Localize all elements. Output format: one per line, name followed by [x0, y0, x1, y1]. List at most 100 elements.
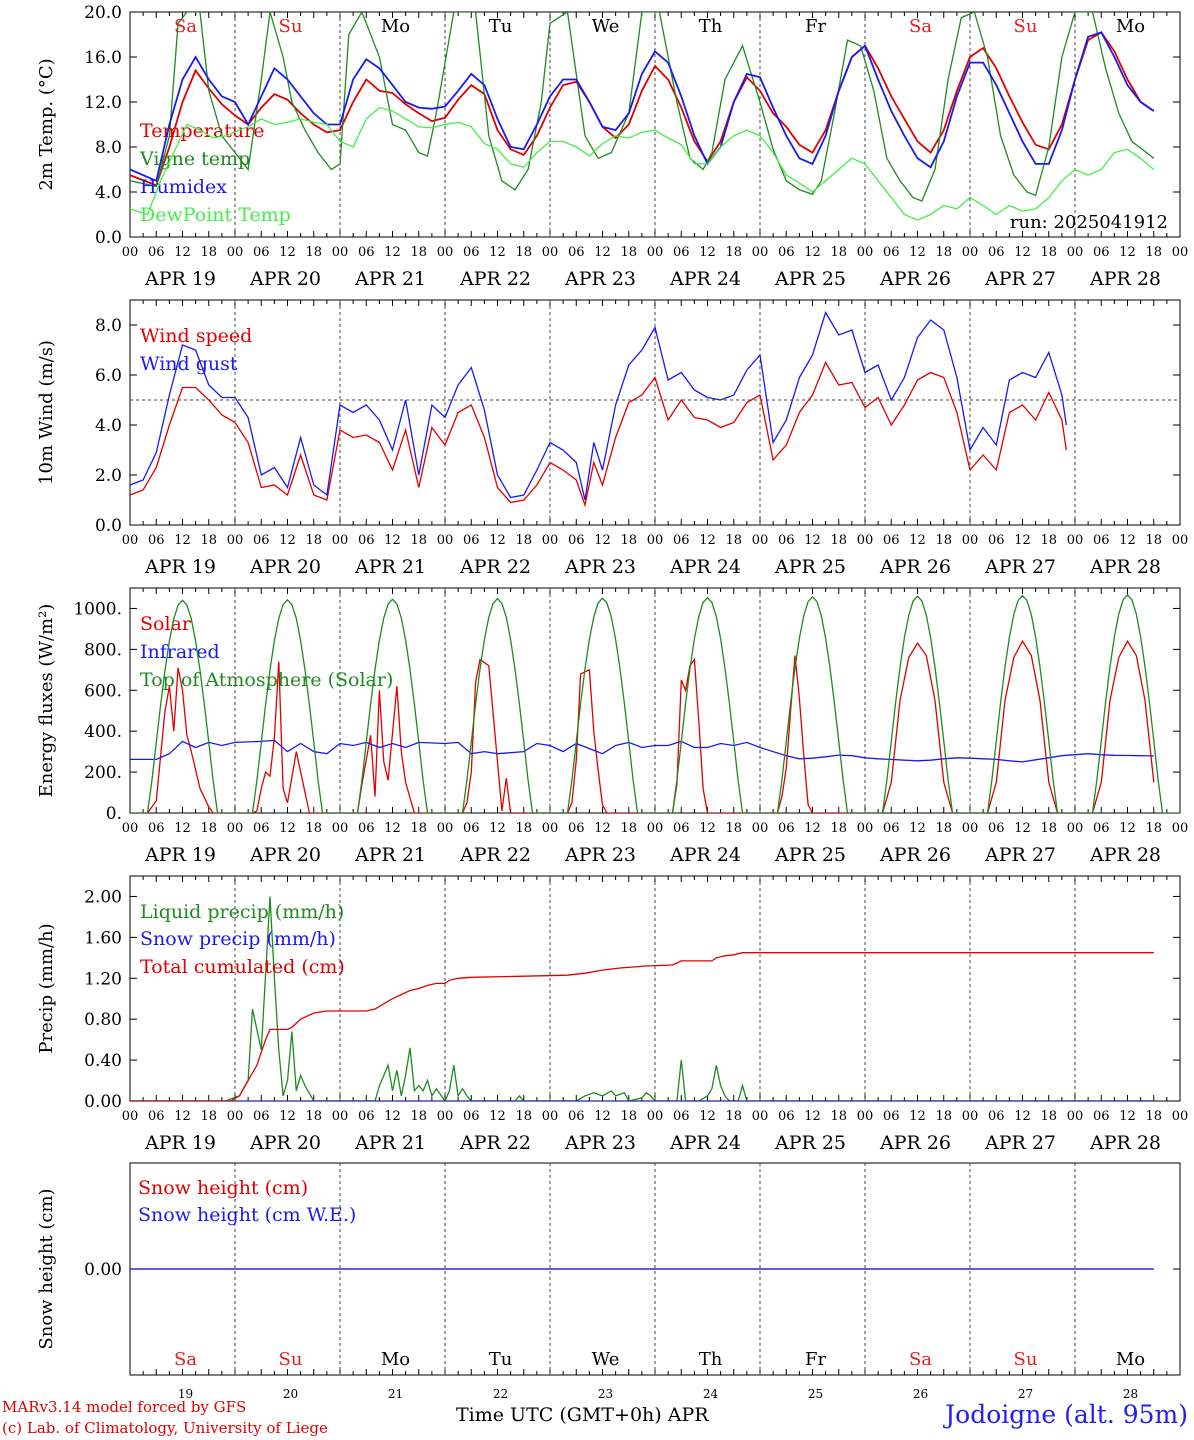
series-line-2 — [130, 739, 1154, 763]
hour-tick-label: 06 — [673, 245, 690, 260]
y-tick-label: 12.0 — [84, 93, 122, 113]
hour-tick-label: 18 — [515, 821, 532, 836]
hour-tick-label: 06 — [568, 821, 585, 836]
panel-1: 0.04.08.012.016.020.02m Temp. (°C) Temper… — [36, 3, 1188, 290]
hour-tick-label: 12 — [174, 821, 191, 836]
hour-tick-label: 12 — [804, 821, 821, 836]
hour-tick-label: 00 — [647, 533, 664, 548]
legend-entry: Humidex — [140, 176, 227, 198]
hour-tick-label: 06 — [778, 533, 795, 548]
hour-tick-label: 00 — [437, 533, 454, 548]
day-label: APR 28 — [1089, 844, 1161, 866]
y-tick-label: 8.0 — [95, 316, 122, 336]
hour-tick-label: 18 — [410, 533, 427, 548]
hour-tick-label: 18 — [620, 1109, 637, 1124]
day-label: APR 25 — [774, 268, 846, 290]
day-number: 21 — [388, 1387, 403, 1401]
hour-tick-label: 00 — [227, 1109, 244, 1124]
hour-tick-label: 18 — [620, 245, 637, 260]
hour-tick-label: 18 — [830, 1109, 847, 1124]
day-number: 26 — [913, 1387, 928, 1401]
day-number: 22 — [493, 1387, 508, 1401]
day-label: APR 27 — [984, 268, 1056, 290]
day-label: APR 23 — [564, 844, 636, 866]
hour-tick-label: 12 — [699, 821, 716, 836]
day-label: APR 26 — [879, 1132, 951, 1154]
hour-tick-label: 18 — [725, 821, 742, 836]
y-tick-label: 800. — [84, 640, 122, 660]
hour-tick-label: 12 — [279, 821, 296, 836]
hour-tick-label: 06 — [148, 245, 165, 260]
hour-tick-label: 18 — [515, 1109, 532, 1124]
weekday-label: Th — [699, 16, 723, 37]
hour-tick-label: 06 — [568, 245, 585, 260]
day-number: 28 — [1123, 1387, 1138, 1401]
day-label: APR 23 — [564, 1132, 636, 1154]
hour-tick-label: 12 — [1119, 1109, 1136, 1124]
hour-tick-label: 18 — [1145, 245, 1162, 260]
weekday-label: Su — [279, 1349, 303, 1370]
hour-tick-label: 18 — [305, 821, 322, 836]
hour-tick-label: 12 — [384, 245, 401, 260]
hour-tick-label: 12 — [1014, 1109, 1031, 1124]
hour-tick-label: 18 — [1145, 1109, 1162, 1124]
y-axis-title: Snow height (cm) — [36, 1188, 57, 1349]
series-line-1 — [130, 896, 1154, 1101]
hour-tick-label: 06 — [988, 245, 1005, 260]
day-label: APR 24 — [669, 556, 741, 578]
day-label: APR 28 — [1089, 1132, 1161, 1154]
weekday-label: Su — [1014, 1349, 1038, 1370]
hour-tick-label: 18 — [1040, 245, 1057, 260]
hour-tick-label: 00 — [857, 245, 874, 260]
hour-tick-label: 00 — [1172, 1109, 1189, 1124]
hour-tick-label: 12 — [489, 245, 506, 260]
hour-tick-label: 18 — [1145, 821, 1162, 836]
day-label: APR 21 — [354, 556, 426, 578]
hour-tick-label: 00 — [227, 533, 244, 548]
legend-entry: Liquid precip (mm/h) — [140, 901, 344, 923]
hour-tick-label: 00 — [1172, 533, 1189, 548]
day-label: APR 22 — [459, 844, 531, 866]
hour-tick-label: 12 — [1014, 245, 1031, 260]
day-label: APR 22 — [459, 556, 531, 578]
weekday-label: Mo — [381, 1349, 410, 1370]
day-number: 27 — [1018, 1387, 1033, 1401]
weekday-label: Sa — [174, 16, 197, 37]
hour-tick-label: 18 — [515, 533, 532, 548]
hour-tick-label: 00 — [227, 821, 244, 836]
panel-2: 0.0 2.0 4.0 6.0 8.0 10m Wind (m/s) Wind speed W… — [36, 299, 1189, 578]
plot-frame — [129, 299, 1181, 526]
weekday-label: We — [592, 16, 620, 37]
panel-3: 0. 200. 400. 600. 800. 1000. Energy fluxes (W/… — [36, 587, 1188, 866]
hour-tick-label: 06 — [778, 1109, 795, 1124]
hour-tick-label: 12 — [1119, 245, 1136, 260]
y-tick-label: 0.0 — [95, 516, 122, 536]
y-tick-label: 0.80 — [84, 1010, 122, 1030]
hour-tick-label: 12 — [279, 533, 296, 548]
hour-tick-label: 06 — [778, 821, 795, 836]
hour-tick-label: 06 — [883, 1109, 900, 1124]
y-axis-title: 2m Temp. (°C) — [36, 58, 57, 190]
hour-tick-label: 06 — [358, 245, 375, 260]
day-label: APR 19 — [144, 268, 216, 290]
day-label: APR 20 — [249, 1132, 321, 1154]
y-tick-label: 2.0 — [95, 466, 122, 486]
hour-tick-label: 06 — [253, 533, 270, 548]
hour-tick-label: 00 — [647, 245, 664, 260]
hour-tick-label: 00 — [752, 821, 769, 836]
series-line-3 — [130, 31, 1155, 183]
hour-tick-label: 12 — [594, 821, 611, 836]
legend-entry: Total cumulated (cm) — [140, 956, 345, 978]
hour-tick-label: 06 — [673, 533, 690, 548]
hour-tick-label: 00 — [122, 245, 139, 260]
day-label: APR 23 — [564, 556, 636, 578]
hour-tick-label: 06 — [358, 1109, 375, 1124]
y-tick-label: 4.0 — [95, 183, 122, 203]
hour-tick-label: 18 — [935, 245, 952, 260]
hour-tick-label: 18 — [620, 533, 637, 548]
y-axis-title: Energy fluxes (W/m²) — [36, 604, 57, 798]
hour-tick-label: 06 — [1093, 1109, 1110, 1124]
hour-tick-label: 12 — [804, 1109, 821, 1124]
hour-tick-label: 00 — [332, 821, 349, 836]
plot-frame — [129, 587, 1181, 814]
